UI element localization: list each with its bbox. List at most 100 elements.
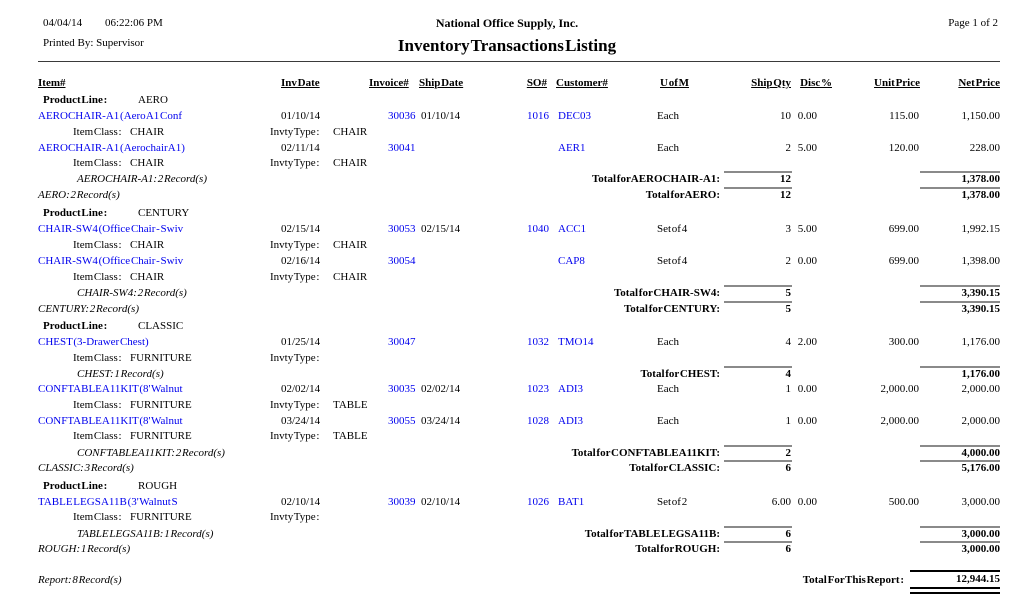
net-price-value: 1,150.00 [961, 110, 1001, 122]
so-link[interactable]: 1032 [527, 336, 549, 348]
invoice-link[interactable]: 30039 [388, 496, 416, 508]
total-qty: 4 [785, 368, 792, 380]
so-link[interactable]: 1026 [527, 496, 549, 508]
total-label: Total for CONFTABLEA11KIT: [571, 447, 720, 459]
inv-date: 01/25/14 [281, 336, 321, 348]
total-net: 1,378.00 [961, 173, 1001, 185]
so-link[interactable]: 1016 [527, 110, 549, 122]
ship-qty-value: 6.00 [771, 496, 791, 508]
item-link[interactable]: AEROCHAIR-A1 (Aero A1 Conf [38, 110, 183, 122]
col-ship-qty: Ship Qty [751, 77, 791, 89]
invty-type-label: Invty Type : [270, 511, 320, 523]
item-link[interactable]: CONFTABLEA11KIT (8' Walnut [38, 415, 183, 427]
so-link[interactable]: 1040 [527, 223, 549, 235]
net-total-rule [920, 187, 1000, 189]
invoice-link[interactable]: 30054 [388, 255, 416, 267]
invoice-link[interactable]: 30053 [388, 223, 416, 235]
net-price-value: 2,000.00 [961, 383, 1001, 395]
invoice-link[interactable]: 30047 [388, 336, 416, 348]
customer-link[interactable]: DEC03 [558, 110, 591, 122]
item-link[interactable]: CONFTABLEA11KIT (8' Walnut [38, 383, 183, 395]
uofm-value: Set of 4 [657, 255, 688, 267]
print-date: 04/04/14 [43, 17, 83, 29]
net-total-rule [920, 171, 1000, 173]
item-class-label: Item Class : [73, 430, 122, 442]
record-count: CONFTABLEA11KIT: 2 Record(s) [77, 447, 225, 459]
unit-price-value: 120.00 [888, 142, 919, 154]
report-total-rule-bottom2 [910, 592, 1000, 594]
total-net: 3,390.15 [961, 287, 1001, 299]
item-link[interactable]: TABLE LEGS A11B (3' Walnut S [38, 496, 178, 508]
col-net-price: Net Price [958, 77, 1000, 89]
net-price-value: 228.00 [969, 142, 1000, 154]
customer-link[interactable]: TMO14 [558, 336, 594, 348]
inv-date: 02/15/14 [281, 223, 321, 235]
customer-link[interactable]: ADI3 [558, 383, 584, 395]
header-rule [38, 61, 1000, 62]
item-link[interactable]: CHAIR-SW4 (Office Chair - Swiv [38, 255, 184, 267]
transaction-row: CHEST (3-Drawer Chest) 01/25/14 30047 10… [0, 336, 1014, 350]
unit-price-value: 500.00 [888, 496, 919, 508]
inv-date: 02/16/14 [281, 255, 321, 267]
invoice-link[interactable]: 30055 [388, 415, 416, 427]
customer-link[interactable]: AER1 [558, 142, 586, 154]
qty-total-rule [724, 187, 792, 189]
net-total-rule [920, 301, 1000, 303]
report-title: Inventory Transactions Listing [397, 36, 617, 55]
item-class-row: Item Class : CHAIR Invty Type : CHAIR [0, 126, 1014, 140]
col-inv-date: Inv Date [281, 77, 320, 89]
invoice-link[interactable]: 30035 [388, 383, 416, 395]
ship-date: 02/02/14 [421, 383, 461, 395]
item-class-label: Item Class : [73, 511, 122, 523]
item-class-row: Item Class : FURNITURE Invty Type : TABL… [0, 399, 1014, 413]
item-link[interactable]: AEROCHAIR-A1 (Aerochair A1) [38, 142, 185, 154]
total-qty: 5 [785, 303, 792, 315]
total-qty: 6 [785, 528, 792, 540]
product-line-value: ROUGH [138, 480, 178, 492]
col-item: Item# [38, 77, 66, 89]
invty-type-label: Invty Type : [270, 271, 320, 283]
qty-total-rule [724, 445, 792, 447]
customer-link[interactable]: ADI3 [558, 415, 584, 427]
total-qty: 2 [785, 447, 792, 459]
so-link[interactable]: 1028 [527, 415, 549, 427]
product-line-row: Product Line : CENTURY [0, 207, 1014, 221]
report-total-rule-bottom1 [910, 587, 1000, 589]
print-time: 06:22:06 PM [105, 17, 163, 29]
unit-price-value: 2,000.00 [880, 415, 920, 427]
qty-total-rule [724, 541, 792, 543]
col-invoice: Invoice# [369, 77, 409, 89]
col-unit-price: Unit Price [874, 77, 920, 89]
net-total-rule [920, 541, 1000, 543]
ship-qty-value: 4 [785, 336, 792, 348]
invoice-link[interactable]: 30036 [388, 110, 416, 122]
so-link[interactable]: 1023 [527, 383, 549, 395]
customer-link[interactable]: CAP8 [558, 255, 585, 267]
ship-qty-value: 1 [785, 383, 792, 395]
invty-type-value: CHAIR [333, 271, 368, 283]
item-link[interactable]: CHEST (3-Drawer Chest) [38, 336, 149, 348]
group-total-row: CENTURY: 2 Record(s) Total for CENTURY: … [0, 301, 1014, 315]
report-total-value: 12,944.15 [956, 573, 1000, 585]
transaction-row: CHAIR-SW4 (Office Chair - Swiv 02/16/14 … [0, 255, 1014, 269]
disc-value: 5.00 [797, 223, 817, 235]
ship-qty-value: 1 [785, 415, 792, 427]
qty-total-rule [724, 366, 792, 368]
col-so: SO# [526, 77, 547, 89]
report-record-count: Report: 8 Record(s) [38, 574, 122, 586]
item-class-row: Item Class : CHAIR Invty Type : CHAIR [0, 239, 1014, 253]
customer-link[interactable]: ACC1 [558, 223, 587, 235]
record-count: CLASSIC: 3 Record(s) [38, 462, 134, 474]
total-qty: 12 [780, 189, 791, 201]
product-line-value: CENTURY [138, 207, 190, 219]
invty-type-label: Invty Type : [270, 352, 320, 364]
invoice-link[interactable]: 30041 [388, 142, 416, 154]
net-price-value: 3,000.00 [961, 496, 1001, 508]
item-link[interactable]: CHAIR-SW4 (Office Chair - Swiv [38, 223, 184, 235]
inv-date: 02/10/14 [281, 496, 321, 508]
customer-link[interactable]: BAT1 [558, 496, 585, 508]
transaction-row: AEROCHAIR-A1 (Aerochair A1) 02/11/14 300… [0, 142, 1014, 156]
total-net: 3,000.00 [961, 528, 1001, 540]
item-class-label: Item Class : [73, 352, 122, 364]
